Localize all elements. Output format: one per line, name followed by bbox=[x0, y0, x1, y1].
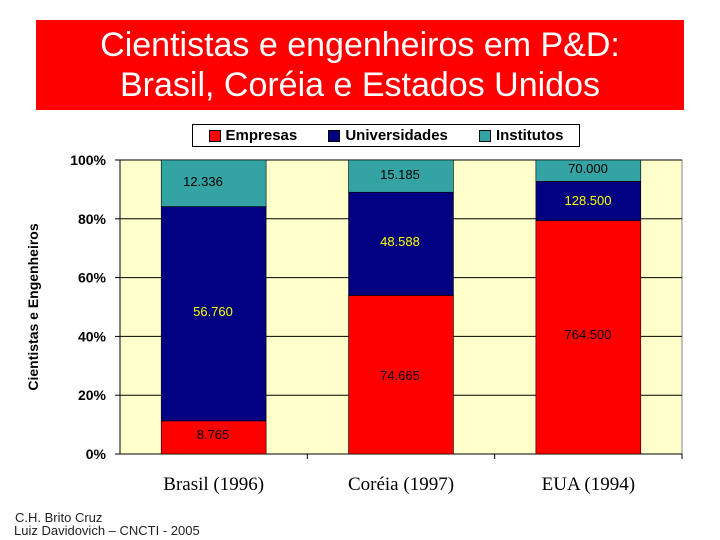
data-label: 48.588 bbox=[380, 234, 420, 249]
bar-segment bbox=[160, 420, 267, 455]
y-tick-label: 0% bbox=[86, 446, 107, 462]
data-label: 764.500 bbox=[565, 327, 612, 342]
legend-swatch-universidades bbox=[328, 129, 341, 142]
data-label: 8.765 bbox=[197, 427, 230, 442]
legend-label-empresas: Empresas bbox=[225, 127, 298, 144]
y-tick-label: 20% bbox=[78, 387, 107, 403]
y-tick-label: 100% bbox=[70, 152, 106, 168]
data-label: 128.500 bbox=[565, 193, 612, 208]
bar-segment bbox=[535, 159, 642, 182]
legend-item-empresas: Empresas bbox=[208, 127, 298, 144]
legend-item-universidades: Universidades bbox=[328, 127, 448, 144]
chart-legend: Empresas Universidades Institutos bbox=[192, 124, 580, 147]
legend-item-institutos: Institutos bbox=[478, 127, 564, 144]
title-line-2: Brasil, Coréia e Estados Unidos bbox=[119, 66, 600, 104]
y-tick-label: 60% bbox=[78, 270, 107, 286]
data-label: 12.336 bbox=[183, 174, 223, 189]
data-label: 70.000 bbox=[568, 161, 608, 176]
bar-segment bbox=[348, 159, 454, 193]
bar-segment bbox=[348, 191, 454, 296]
bar-segment bbox=[160, 206, 267, 422]
y-tick-label: 40% bbox=[78, 328, 107, 344]
x-category-label: Coréia (1997) bbox=[348, 474, 454, 495]
bar-segment bbox=[348, 295, 454, 455]
legend-swatch-empresas bbox=[208, 129, 221, 142]
bar-segment bbox=[535, 220, 642, 455]
data-label: 74.665 bbox=[380, 368, 420, 383]
title-line-1: Cientistas e engenheiros em P&D: bbox=[100, 26, 620, 64]
bar-segment bbox=[535, 181, 642, 221]
credit-line-2: Luiz Davidovich – CNCTI - 2005 bbox=[14, 523, 200, 538]
bar-segment bbox=[160, 159, 267, 207]
data-label: 56.760 bbox=[193, 304, 233, 319]
data-label: 15.185 bbox=[380, 167, 420, 182]
slide-title: Cientistas e engenheiros em P&D: Brasil,… bbox=[36, 20, 684, 110]
legend-swatch-institutos bbox=[478, 129, 491, 142]
legend-label-universidades: Universidades bbox=[345, 127, 448, 144]
y-tick-label: 80% bbox=[78, 211, 107, 227]
x-category-label: EUA (1994) bbox=[542, 474, 635, 495]
x-category-label: Brasil (1996) bbox=[163, 474, 264, 495]
credit-line-1: C.H. Brito Cruz bbox=[15, 510, 103, 525]
legend-label-institutos: Institutos bbox=[495, 127, 564, 144]
